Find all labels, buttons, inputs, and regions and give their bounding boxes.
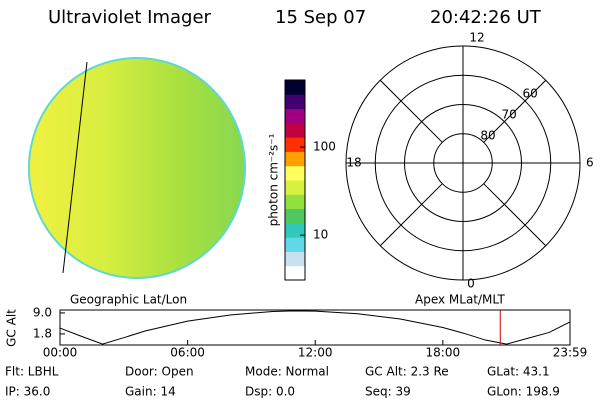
colorbar-label: photon cm⁻²s⁻¹ bbox=[267, 133, 281, 226]
info-field: GC Alt: 2.3 Re bbox=[365, 365, 449, 379]
colorbar-swatch bbox=[285, 194, 305, 210]
colorbar-swatch bbox=[285, 137, 305, 152]
polar-diagonal bbox=[379, 183, 443, 247]
colorbar-frame bbox=[284, 79, 306, 281]
y-tick-label: 1.8 bbox=[33, 326, 52, 340]
colorbar-swatch bbox=[285, 208, 305, 224]
colorbar-swatch bbox=[285, 251, 305, 267]
colorbar-tick-label: 10 bbox=[313, 228, 328, 242]
hour-label: 0 bbox=[467, 277, 475, 291]
x-tick-label: 12:00 bbox=[298, 346, 333, 360]
title: Ultraviolet Imager bbox=[48, 7, 212, 28]
polar-diagonal bbox=[379, 79, 443, 143]
polar-diagonal bbox=[483, 79, 547, 143]
hour-label: 18 bbox=[346, 156, 361, 170]
x-tick-label: 23:59 bbox=[553, 346, 588, 360]
ring-label: 80 bbox=[480, 128, 495, 142]
info-field: GLon: 198.9 bbox=[487, 385, 560, 399]
hour-label: 6 bbox=[586, 156, 594, 170]
info-field: Flt: LBHL bbox=[5, 365, 59, 379]
info-field: IP: 36.0 bbox=[5, 385, 50, 399]
colorbar-tick-label: 100 bbox=[313, 140, 336, 154]
plot-frame bbox=[59, 309, 571, 346]
colorbar-swatch bbox=[285, 108, 305, 124]
date: 15 Sep 07 bbox=[275, 7, 366, 28]
colorbar-swatch bbox=[285, 265, 305, 281]
colorbar-swatch bbox=[285, 122, 305, 138]
colorbar-swatch bbox=[285, 80, 305, 95]
ring-label: 70 bbox=[501, 107, 516, 121]
colorbar-swatch bbox=[285, 151, 305, 167]
colorbar-swatch bbox=[285, 180, 305, 195]
info-field: GLat: 43.1 bbox=[487, 365, 550, 379]
right-title: Apex MLat/MLT bbox=[415, 293, 505, 307]
colorbar-swatch bbox=[285, 165, 305, 181]
polar-diagonal bbox=[483, 183, 547, 247]
colorbar-swatch bbox=[285, 94, 305, 110]
left-title: Geographic Lat/Lon bbox=[70, 293, 187, 307]
x-tick-label: 06:00 bbox=[170, 346, 205, 360]
ring-label: 60 bbox=[523, 86, 538, 100]
colorbar-swatch bbox=[285, 222, 305, 238]
altitude-line bbox=[59, 310, 571, 345]
info-field: Mode: Normal bbox=[245, 365, 329, 379]
y-tick-label: 9.0 bbox=[33, 305, 52, 319]
info-field: Seq: 39 bbox=[365, 385, 411, 399]
info-field: Door: Open bbox=[125, 365, 194, 379]
x-tick-label: 18:00 bbox=[426, 346, 461, 360]
info-field: Gain: 14 bbox=[125, 385, 176, 399]
terminator-line bbox=[62, 61, 88, 274]
auroral-image bbox=[28, 57, 246, 279]
info-field: Dsp: 0.0 bbox=[245, 385, 295, 399]
time: 20:42:26 UT bbox=[430, 7, 542, 28]
y-axis-label: GC Alt bbox=[5, 309, 19, 347]
colorbar-swatch bbox=[285, 237, 305, 252]
hour-label: 12 bbox=[469, 31, 484, 45]
x-tick-label: 00:00 bbox=[43, 346, 78, 360]
